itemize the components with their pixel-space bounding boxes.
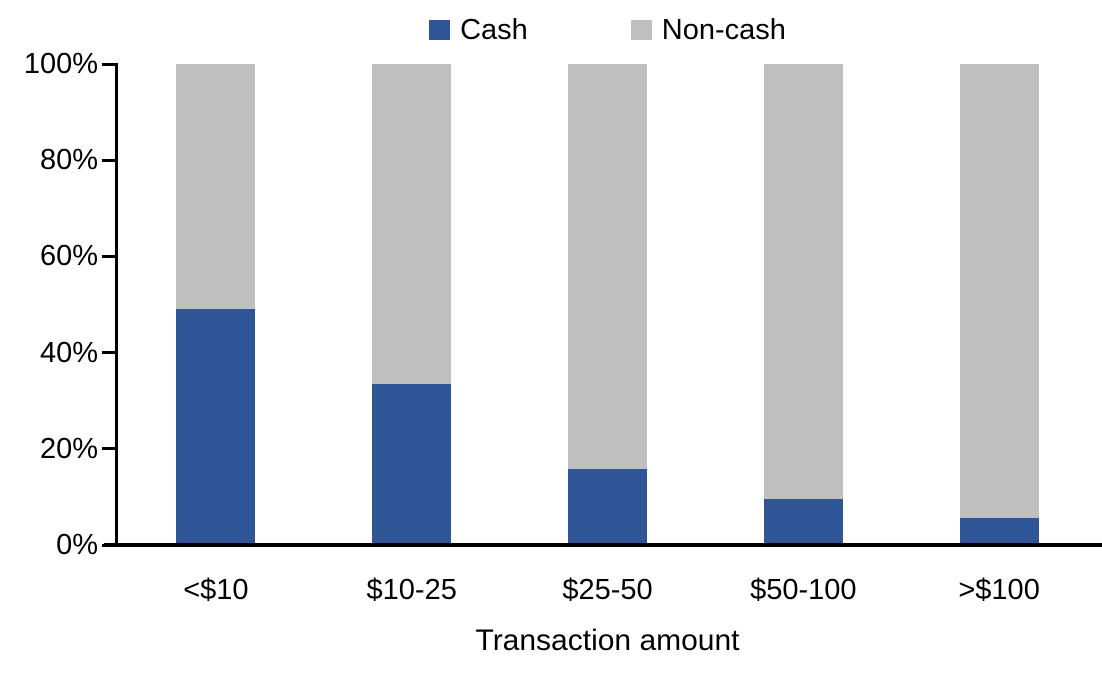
bar-4 (763, 64, 843, 545)
y-axis-line (115, 63, 118, 546)
y-axis-tick (102, 447, 115, 451)
y-axis-tick (102, 158, 115, 162)
bar-5 (959, 64, 1039, 545)
y-axis-tick-label: 40% (39, 336, 98, 369)
y-axis-tick-label: 100% (23, 48, 98, 80)
bar-segment-non-cash (568, 64, 647, 470)
bar-segment-cash (763, 498, 843, 545)
x-axis-category-label: $25-50 (562, 574, 653, 606)
x-axis-line (104, 543, 1102, 547)
legend-label: Cash (460, 14, 528, 46)
bar-segment-cash (176, 309, 256, 545)
bar-1 (176, 64, 256, 545)
legend-item-cash: Cash (429, 10, 528, 50)
y-axis-tick-label: 20% (39, 432, 98, 465)
y-axis-tick-label: 60% (39, 240, 98, 273)
y-axis-tick-label: 80% (39, 144, 98, 177)
y-axis-tick-label: 0% (56, 529, 98, 561)
x-axis-category-label: <$10 (183, 574, 249, 606)
legend-swatch-icon (630, 20, 652, 40)
bar-3 (568, 64, 647, 545)
bar-segment-non-cash (372, 64, 452, 384)
x-axis-category-label: >$100 (958, 574, 1040, 606)
bar-segment-cash (959, 518, 1039, 545)
legend-swatch-icon (429, 20, 451, 40)
legend-item-non-cash: Non-cash (630, 10, 786, 50)
legend-label: Non-cash (661, 14, 786, 46)
bar-segment-non-cash (959, 64, 1039, 519)
bar-segment-non-cash (763, 64, 843, 499)
y-axis-tick (102, 351, 115, 355)
bar-segment-cash (372, 383, 452, 545)
plot-area: 0% 20% 40% 60% 80% 100% <$10 $10-25 $25-50 $50-1… (24, 49, 1097, 605)
y-axis-tick (102, 62, 115, 66)
bar-2 (372, 64, 452, 545)
x-axis-category-label: $10-25 (366, 574, 457, 606)
x-axis-category-label: $50-100 (750, 574, 857, 606)
x-axis-title: Transaction amount (475, 624, 740, 657)
legend: Cash Non-cash (118, 10, 1097, 50)
y-axis-tick (102, 254, 115, 258)
bar-segment-non-cash (176, 64, 256, 310)
bar-segment-cash (568, 469, 647, 545)
